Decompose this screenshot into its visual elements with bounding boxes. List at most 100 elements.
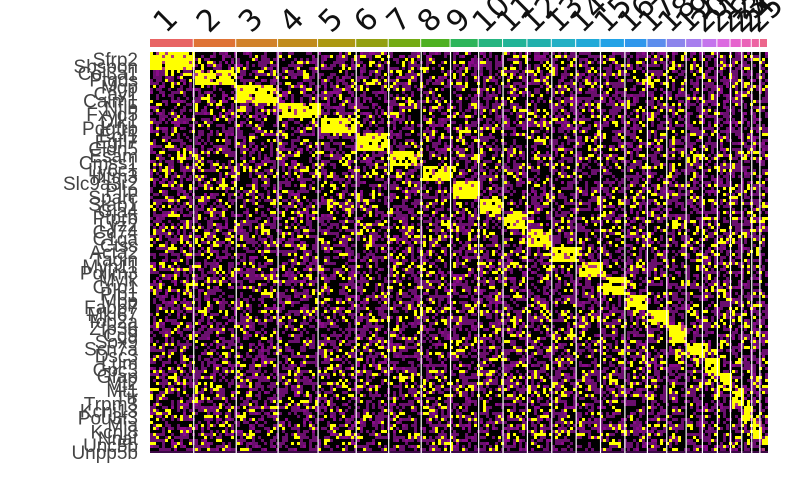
heatmap-cell: [615, 58, 618, 61]
heatmap-cell: [165, 58, 168, 61]
heatmap-cell: [216, 52, 219, 55]
heatmap-cell: [399, 79, 402, 82]
heatmap-cell: [744, 61, 747, 64]
heatmap-cell: [228, 55, 231, 58]
heatmap-cell: [558, 58, 561, 61]
heatmap-cell: [531, 52, 534, 55]
heatmap-cell: [672, 61, 675, 64]
heatmap-cell: [423, 55, 426, 58]
heatmap-cell: [546, 64, 549, 67]
heatmap-cell: [480, 67, 483, 70]
heatmap-cell: [732, 64, 735, 67]
heatmap-cell: [516, 58, 519, 61]
heatmap-cell: [528, 82, 531, 85]
heatmap-cell: [528, 76, 531, 79]
heatmap-cell: [216, 79, 219, 82]
heatmap-cell: [189, 58, 192, 61]
heatmap-cell: [405, 52, 408, 55]
heatmap-cell: [291, 58, 294, 61]
heatmap-cell: [189, 61, 192, 64]
heatmap-cell: [246, 82, 249, 85]
heatmap-cell: [711, 61, 714, 64]
heatmap-cell: [273, 76, 276, 79]
heatmap-cell: [708, 52, 711, 55]
heatmap-cell: [312, 76, 315, 79]
heatmap-cell: [273, 52, 276, 55]
heatmap-cell: [324, 55, 327, 58]
heatmap-cell: [246, 52, 249, 55]
heatmap-cell: [363, 58, 366, 61]
heatmap-cell: [588, 55, 591, 58]
heatmap-cell: [519, 67, 522, 70]
heatmap-cell: [462, 79, 465, 82]
heatmap-cell: [429, 55, 432, 58]
heatmap-cell: [633, 73, 636, 76]
heatmap-cell: [510, 58, 513, 61]
heatmap-cell: [363, 70, 366, 73]
heatmap-cell: [375, 73, 378, 76]
heatmap-cell: [492, 70, 495, 73]
heatmap-cell: [465, 70, 468, 73]
heatmap-cell: [312, 73, 315, 76]
heatmap-cell: [648, 76, 651, 79]
heatmap-cell: [489, 58, 492, 61]
heatmap-cell: [510, 61, 513, 64]
heatmap-cell: [618, 79, 621, 82]
heatmap-cell: [156, 70, 159, 73]
heatmap-cell: [231, 64, 234, 67]
heatmap-cell: [288, 64, 291, 67]
heatmap-cell: [381, 52, 384, 55]
heatmap-cell: [240, 73, 243, 76]
heatmap-cell: [462, 76, 465, 79]
heatmap-cell: [417, 76, 420, 79]
heatmap-cell: [654, 64, 657, 67]
heatmap-cell: [294, 70, 297, 73]
heatmap-cell: [252, 55, 255, 58]
heatmap-cell: [495, 52, 498, 55]
heatmap-cell: [333, 58, 336, 61]
heatmap-cell: [300, 70, 303, 73]
heatmap-cell: [621, 70, 624, 73]
heatmap-cell: [579, 64, 582, 67]
heatmap-cell: [207, 76, 210, 79]
heatmap-cell: [429, 67, 432, 70]
heatmap-cell: [426, 52, 429, 55]
heatmap-cell: [657, 58, 660, 61]
heatmap-cell: [309, 82, 312, 85]
heatmap-cell: [486, 76, 489, 79]
heatmap-cell: [300, 76, 303, 79]
heatmap-cell: [603, 79, 606, 82]
heatmap-cell: [558, 76, 561, 79]
heatmap-cell: [711, 73, 714, 76]
heatmap-cell: [756, 64, 759, 67]
heatmap-cell: [411, 55, 414, 58]
heatmap-cell: [672, 67, 675, 70]
heatmap-cell: [228, 70, 231, 73]
heatmap-cell: [738, 52, 741, 55]
heatmap-cell: [582, 73, 585, 76]
heatmap-cell: [195, 52, 198, 55]
heatmap-cell: [669, 61, 672, 64]
heatmap-cell: [186, 76, 189, 79]
heatmap-cell: [486, 70, 489, 73]
heatmap-cell: [762, 58, 765, 61]
heatmap-cell: [270, 70, 273, 73]
heatmap-cell: [522, 70, 525, 73]
heatmap-cell: [462, 73, 465, 76]
heatmap-cell: [726, 76, 729, 79]
heatmap-cell: [726, 70, 729, 73]
heatmap-cell: [603, 61, 606, 64]
heatmap-cell: [291, 79, 294, 82]
heatmap-cell: [336, 64, 339, 67]
heatmap-cell: [435, 79, 438, 82]
heatmap-cell: [423, 79, 426, 82]
heatmap-cell: [213, 79, 216, 82]
heatmap-cell: [447, 52, 450, 55]
heatmap-cell: [414, 82, 417, 85]
heatmap-cell: [408, 55, 411, 58]
heatmap-cell: [606, 73, 609, 76]
heatmap-cell: [324, 52, 327, 55]
heatmap-cell: [198, 67, 201, 70]
heatmap-cell: [372, 61, 375, 64]
heatmap-cell: [444, 61, 447, 64]
